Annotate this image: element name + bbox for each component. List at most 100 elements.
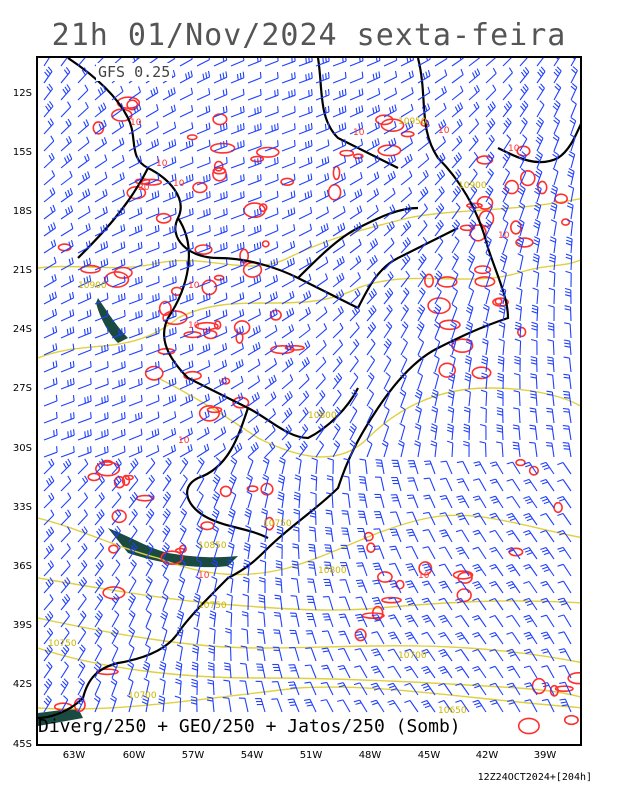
wind-barb: [485, 151, 495, 169]
wind-barb: [324, 526, 334, 543]
wind-barb: [60, 475, 72, 492]
wind-barb: [417, 103, 431, 118]
wind-barb: [255, 680, 266, 696]
wind-barb: [43, 83, 53, 101]
wind-barb: [383, 271, 394, 288]
wind-barb: [271, 681, 283, 696]
wind-barb: [383, 70, 398, 84]
wind-barb: [226, 593, 233, 611]
wind-barb: [298, 240, 312, 254]
wind-barb: [570, 82, 578, 101]
wind-barb: [468, 68, 481, 84]
wind-barb: [325, 509, 334, 526]
divergence-contour: [517, 717, 540, 735]
wind-barb: [417, 220, 428, 237]
divergence-contour: [515, 237, 534, 248]
wind-barb: [447, 372, 456, 390]
wind-barb: [128, 491, 139, 509]
divergence-contour: [504, 179, 520, 195]
wind-barb: [358, 475, 368, 492]
wind-barb: [293, 508, 300, 526]
wind-barb: [176, 644, 183, 662]
wind-barb: [145, 310, 160, 322]
wind-barb: [383, 121, 397, 135]
wind-barb: [354, 648, 368, 662]
wind-barb: [162, 525, 171, 543]
wind-barb: [111, 412, 126, 424]
wind-barb: [257, 628, 266, 645]
wind-barb: [94, 206, 108, 220]
wind-barb: [540, 478, 555, 492]
wind-barb: [496, 407, 504, 424]
wind-barb: [111, 559, 121, 577]
wind-barb: [196, 426, 210, 441]
wind-barb: [230, 359, 244, 373]
wind-barb: [43, 58, 50, 67]
lat-label: 33S: [12, 502, 32, 513]
wind-barb: [564, 287, 572, 305]
wind-barb: [434, 253, 443, 271]
wind-barb: [145, 361, 160, 373]
divergence-contour: [210, 142, 236, 154]
wind-barb: [540, 461, 555, 475]
wind-barb: [502, 134, 512, 152]
wind-barb: [451, 85, 464, 101]
wind-barb: [43, 360, 58, 373]
wind-barb: [111, 172, 125, 186]
wind-barb: [179, 326, 194, 339]
wind-barb: [417, 354, 424, 373]
wind-barb: [144, 643, 151, 662]
wind-barb: [424, 460, 436, 475]
wind-barb: [281, 357, 294, 373]
wind-barb: [179, 360, 194, 373]
wind-barb: [518, 151, 527, 169]
wind-barb: [111, 610, 120, 628]
wind-barb: [489, 529, 504, 543]
wind-barb: [77, 275, 92, 288]
wind-barb: [247, 258, 262, 271]
wind-barb: [247, 425, 260, 441]
wind-barb: [145, 576, 153, 594]
wind-barb: [516, 218, 525, 237]
wind-barb: [161, 559, 170, 577]
wind-barb: [415, 406, 422, 424]
wind-barb: [421, 597, 436, 611]
wind-barb: [162, 121, 177, 135]
wind-barb: [272, 663, 283, 679]
wind-barb: [566, 202, 574, 220]
wind-barb: [374, 493, 385, 509]
wind-barb: [404, 631, 419, 645]
wind-barb: [434, 186, 445, 203]
wind-barb: [337, 664, 351, 679]
wind-barb: [43, 394, 58, 407]
wind-barb: [179, 122, 194, 135]
divergence-contour: [113, 266, 133, 279]
wind-barb: [456, 460, 470, 475]
wind-barb: [247, 58, 262, 67]
wind-barb: [60, 360, 75, 373]
divergence-contour: [250, 155, 265, 163]
wind-barb: [262, 474, 270, 492]
wind-barb: [422, 546, 436, 560]
wind-barb: [195, 576, 202, 594]
wind-barb: [421, 665, 436, 679]
geopotential-line: [38, 686, 580, 710]
divergence-label: 10: [438, 126, 450, 136]
wind-barb: [337, 682, 351, 696]
wind-barb: [94, 525, 105, 543]
wind-barb: [179, 259, 194, 271]
wind-barb: [94, 677, 102, 696]
wind-barb: [400, 137, 414, 152]
wind-barb: [281, 224, 296, 237]
wind-barb: [480, 406, 487, 424]
wind-barb: [43, 291, 57, 305]
wind-barb: [145, 525, 154, 543]
wind-barb: [127, 695, 134, 713]
coastline-borders: [38, 58, 580, 720]
wind-barb: [338, 630, 351, 645]
geopotential-label: 10700: [128, 691, 157, 701]
wind-barb: [463, 440, 470, 458]
wind-barb: [240, 645, 249, 662]
wind-barb: [383, 287, 394, 305]
wind-barb: [264, 72, 279, 84]
